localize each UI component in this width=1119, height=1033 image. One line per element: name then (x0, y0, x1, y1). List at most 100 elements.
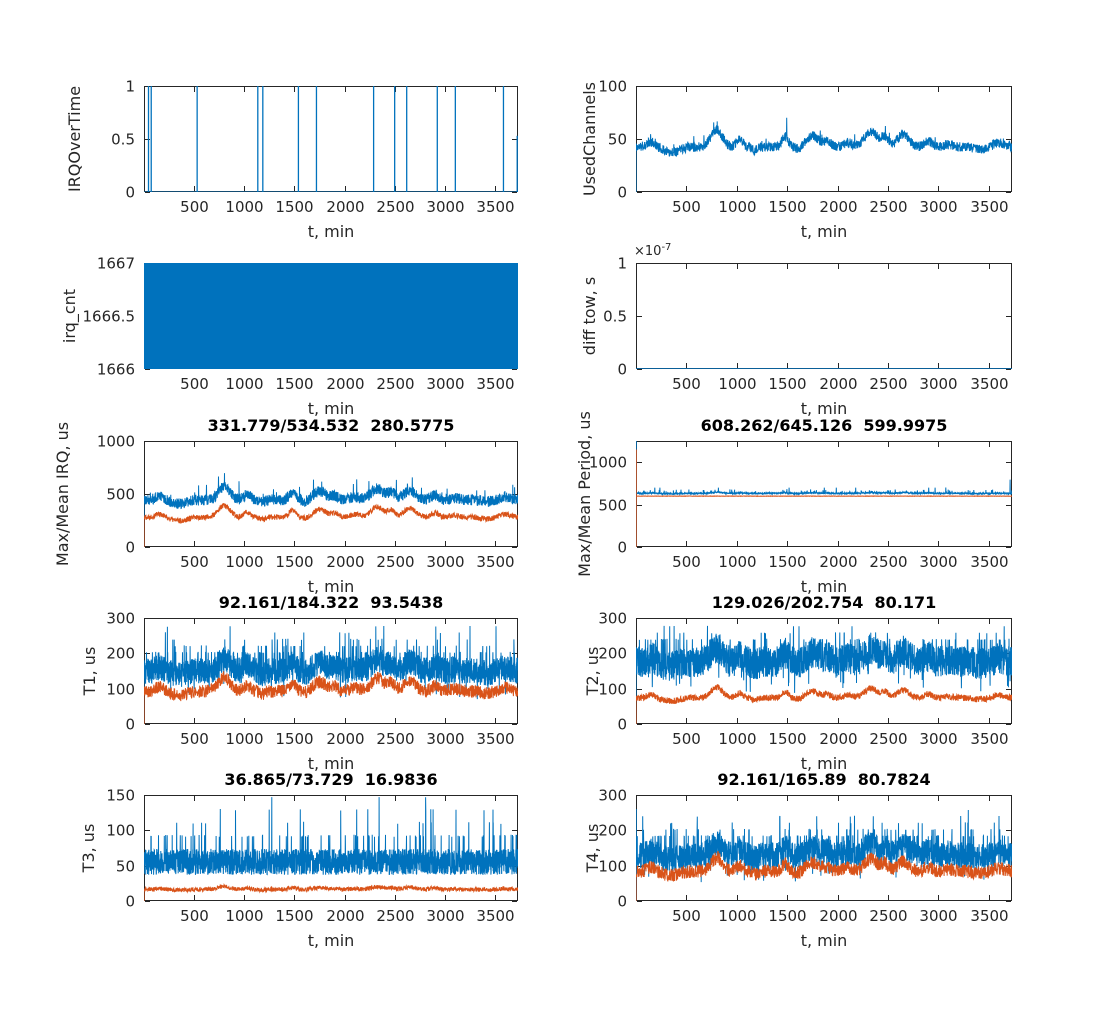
subplot-t4: 500 1000 1500 2000 2500 3000 3500 0 100 200 300 92.… (536, 757, 1028, 965)
x-tick-label: 1500 (768, 375, 806, 393)
y-tick-label: 300 (598, 787, 627, 805)
axes-max-mean-irq: 500 1000 1500 2000 2500 3000 3500 0 500 1000 331.7… (53, 416, 518, 596)
plot-area (144, 473, 518, 547)
axes-box (636, 263, 1012, 369)
y-axis-label: diff tow, s (580, 277, 599, 355)
plot-title: 331.779/534.532 280.5775 (208, 416, 455, 435)
x-tick-label: 1500 (768, 198, 806, 216)
x-tick-label: 500 (180, 553, 209, 571)
x-tick-label: 3500 (476, 553, 514, 571)
y-tick-label: 100 (598, 78, 627, 96)
x-tick-label: 3000 (919, 730, 957, 748)
x-tick-label: 500 (180, 198, 209, 216)
x-tick-label: 3500 (476, 907, 514, 925)
x-tick-label: 1500 (768, 730, 806, 748)
axes-box (144, 441, 518, 547)
x-tick-label: 2000 (326, 730, 364, 748)
x-tick-label: 500 (180, 907, 209, 925)
y-tick-label: 0 (617, 184, 627, 202)
x-tick-label: 1500 (768, 553, 806, 571)
x-tick-label: 2000 (819, 375, 857, 393)
y-tick-label: 0 (125, 539, 135, 557)
x-tick-label: 500 (672, 553, 701, 571)
subplot-t2: 500 1000 1500 2000 2500 3000 3500 0 100 200 300 129… (536, 580, 1028, 788)
x-tick-label: 2000 (819, 907, 857, 925)
x-tick-label: 3500 (476, 198, 514, 216)
y-tick-label: 300 (598, 610, 627, 628)
plot-title: 608.262/645.126 599.9975 (701, 416, 948, 435)
x-axis-label: t, min (801, 399, 848, 418)
y-tick-label: 1666.5 (83, 308, 136, 326)
y-tick-label: 100 (598, 858, 627, 876)
series-t2-mean-line (636, 684, 1012, 724)
x-axis-label: t, min (801, 931, 848, 950)
y-axis-label: Max/Mean Period, us (575, 411, 594, 577)
y-axis-label: T2, us (583, 647, 602, 697)
x-tick-label: 1500 (275, 553, 313, 571)
y-tick-label: 150 (106, 787, 135, 805)
plot-title: 129.026/202.754 80.171 (712, 593, 936, 612)
x-axis-label: t, min (801, 577, 848, 596)
x-tick-label: 2000 (326, 375, 364, 393)
plot-area (144, 797, 518, 901)
y-tick-label: 200 (598, 645, 627, 663)
x-tick-label: 2000 (819, 730, 857, 748)
subplot-used-channels: 500 1000 1500 2000 2500 3000 3500 0 50 100 UsedCha… (536, 48, 1028, 256)
x-tick-label: 1000 (718, 730, 756, 748)
y-tick-label: 0 (125, 184, 135, 202)
series-t4-max-line (636, 809, 1012, 901)
x-tick-label: 2500 (376, 375, 414, 393)
x-tick-label: 3500 (970, 730, 1008, 748)
y-tick-label: 300 (106, 610, 135, 628)
x-tick-label: 2000 (326, 907, 364, 925)
x-tick-label: 500 (672, 907, 701, 925)
x-tick-label: 3500 (476, 730, 514, 748)
x-tick-label: 2500 (869, 553, 907, 571)
subplot-max-mean-irq: 500 1000 1500 2000 2500 3000 3500 0 500 1000 331.7… (44, 403, 534, 611)
y-tick-label: 0 (125, 716, 135, 734)
x-tick-label: 1500 (275, 730, 313, 748)
y-tick-label: 0.5 (111, 131, 135, 149)
y-axis-exponent-label: ×10-7 (634, 242, 671, 259)
y-tick-label: 0 (617, 539, 627, 557)
subplot-max-mean-period: 500 1000 1500 2000 2500 3000 3500 0 500 1000 608.2… (536, 403, 1028, 611)
x-tick-label: 3500 (970, 907, 1008, 925)
series-period-max-line (636, 441, 1012, 547)
plot-area (144, 86, 518, 192)
x-tick-label: 1500 (275, 375, 313, 393)
series-used-channels-count-line (636, 117, 1012, 192)
plot-title: 92.161/184.322 93.5438 (219, 593, 443, 612)
axes-max-mean-period: 500 1000 1500 2000 2500 3000 3500 0 500 1000 608.2… (575, 411, 1012, 596)
x-tick-label: 3000 (919, 907, 957, 925)
plot-area (144, 263, 518, 369)
y-axis-label: IRQOverTime (65, 86, 84, 192)
x-tick-label: 3500 (970, 198, 1008, 216)
x-tick-label: 2000 (326, 198, 364, 216)
axes-box (636, 86, 1012, 192)
axes-used-channels: 500 1000 1500 2000 2500 3000 3500 0 50 100UsedCha… (580, 78, 1012, 241)
y-axis-label: Max/Mean IRQ, us (53, 422, 72, 566)
x-tick-label: 2000 (819, 198, 857, 216)
y-axis-label: T1, us (80, 647, 99, 697)
x-tick-label: 2000 (326, 553, 364, 571)
x-axis-label: t, min (308, 399, 355, 418)
x-tick-label: 3500 (970, 553, 1008, 571)
y-axis-label: T4, us (583, 824, 602, 874)
plot-title: 36.865/73.729 16.9836 (224, 770, 437, 789)
x-tick-label: 2500 (376, 198, 414, 216)
x-tick-label: 1000 (225, 730, 263, 748)
y-tick-label: 0.5 (603, 308, 627, 326)
series-t4-mean-line (636, 850, 1012, 901)
x-axis-label: t, min (308, 577, 355, 596)
x-tick-label: 1000 (718, 375, 756, 393)
x-axis-label: t, min (801, 754, 848, 773)
x-tick-label: 3000 (426, 198, 464, 216)
plot-area (144, 625, 518, 724)
series-t3-mean-line (144, 883, 518, 901)
axes-box (144, 795, 518, 901)
x-tick-label: 500 (672, 730, 701, 748)
x-tick-label: 500 (672, 198, 701, 216)
x-tick-label: 500 (180, 730, 209, 748)
subplot-diff-tow: 500 1000 1500 2000 2500 3000 3500 0 0.5 1 ×10-7 dif… (536, 225, 1028, 433)
